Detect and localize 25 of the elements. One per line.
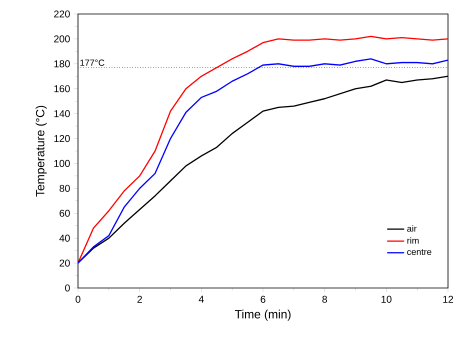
legend-label: rim [407, 237, 419, 244]
x-tick-label: 6 [260, 296, 266, 303]
y-tick-label: 180 [54, 60, 70, 68]
y-tick-label: 40 [59, 234, 70, 242]
x-tick-label: 10 [382, 296, 392, 303]
x-tick-label: 12 [443, 296, 454, 303]
legend-label: air [407, 225, 417, 232]
y-tick-label: 200 [54, 35, 70, 42]
legend-label: centre [407, 249, 432, 256]
x-tick-label: 8 [322, 296, 328, 303]
y-tick-label: 120 [54, 135, 70, 142]
y-tick-label: 140 [54, 110, 70, 118]
x-axis-title: Time (min) [234, 310, 291, 321]
y-tick-label: 100 [54, 160, 70, 167]
y-tick-label: 220 [54, 10, 70, 18]
y-tick-label: 60 [60, 210, 70, 217]
y-tick-label: 20 [60, 260, 70, 267]
x-tick-label: 4 [198, 296, 204, 303]
ref-line-label: 177°C [80, 60, 104, 66]
y-tick-label: 0 [65, 284, 70, 292]
y-axis-title: Temperature (°C) [36, 106, 47, 197]
y-tick-label: 160 [54, 85, 70, 92]
x-tick-label: 0 [76, 296, 80, 303]
x-tick-label: 2 [137, 296, 142, 303]
y-tick-label: 80 [60, 184, 70, 192]
